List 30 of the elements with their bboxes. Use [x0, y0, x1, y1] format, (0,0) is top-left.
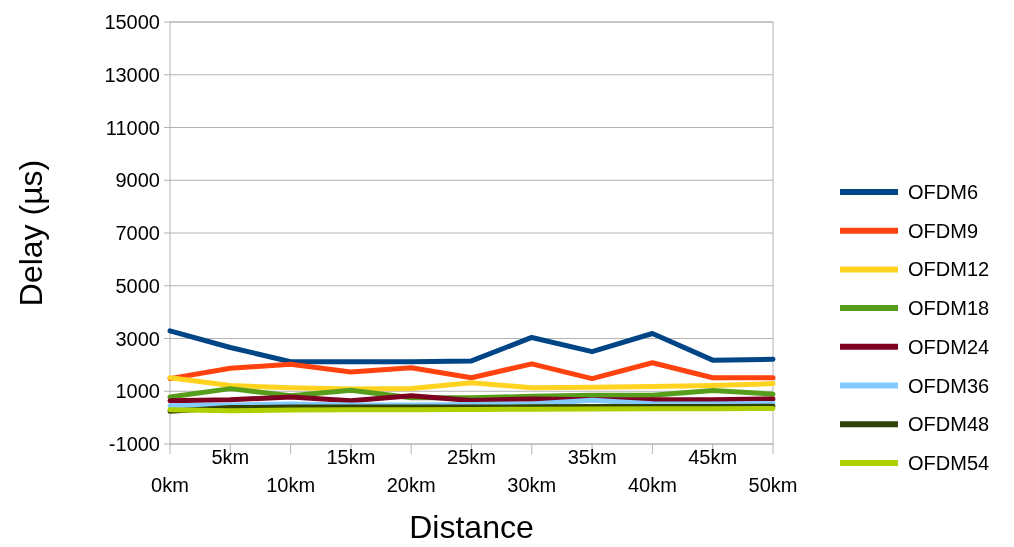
- x-axis-title: Distance: [409, 509, 534, 545]
- x-tick-label: 10km: [266, 474, 316, 496]
- x-tick-label: 30km: [507, 474, 557, 496]
- x-tick-label: 50km: [748, 474, 798, 496]
- legend-label: OFDM24: [908, 335, 990, 358]
- x-tick-label: 20km: [386, 474, 436, 496]
- y-tick-label: 11000: [105, 116, 160, 139]
- x-tick-label: 25km: [447, 446, 496, 468]
- y-tick-label: 15000: [104, 11, 160, 33]
- y-tick-label: 3000: [115, 327, 160, 350]
- x-tick-label: 45km: [688, 446, 738, 468]
- y-axis-title: Delay (µs): [13, 159, 49, 307]
- y-tick-label: 1000: [115, 380, 160, 403]
- legend-label: OFDM18: [908, 297, 990, 320]
- y-tick-label: 5000: [115, 274, 160, 297]
- legend-label: OFDM36: [908, 374, 990, 397]
- y-tick-label: 7000: [115, 222, 160, 244]
- y-tick-label: 9000: [115, 169, 160, 192]
- x-tick-label: 15km: [326, 446, 376, 468]
- legend-label: OFDM6: [908, 181, 978, 203]
- y-tick-label: 13000: [104, 63, 160, 86]
- x-tick-label: 5km: [211, 446, 250, 468]
- legend-label: OFDM48: [908, 413, 990, 436]
- x-tick-label: 0km: [151, 474, 189, 496]
- legend-label: OFDM9: [908, 219, 978, 242]
- legend-label: OFDM12: [908, 258, 990, 281]
- x-tick-label: 35km: [567, 446, 617, 468]
- y-tick-label: -1000: [108, 433, 160, 455]
- legend-label: OFDM54: [908, 451, 990, 474]
- x-tick-label: 40km: [627, 474, 677, 496]
